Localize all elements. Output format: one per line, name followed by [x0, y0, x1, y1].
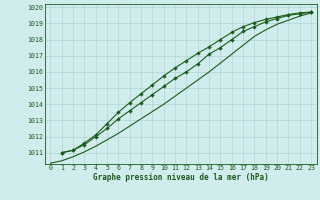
X-axis label: Graphe pression niveau de la mer (hPa): Graphe pression niveau de la mer (hPa)	[93, 173, 269, 182]
